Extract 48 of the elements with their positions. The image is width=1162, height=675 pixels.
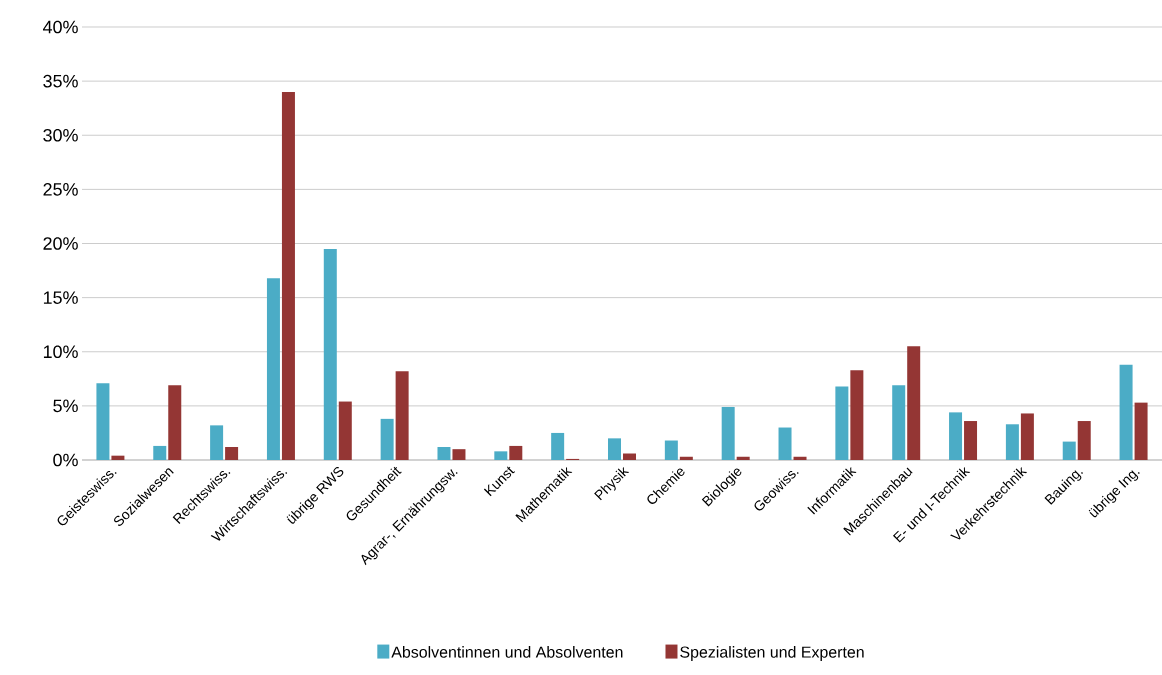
bar bbox=[949, 412, 963, 460]
y-tick-label: 0% bbox=[53, 453, 78, 467]
bar bbox=[778, 427, 792, 460]
bar bbox=[338, 401, 352, 460]
bar bbox=[395, 371, 409, 460]
bar bbox=[793, 456, 807, 460]
bar bbox=[380, 418, 394, 460]
bar bbox=[494, 451, 508, 460]
bar bbox=[1077, 421, 1091, 460]
bar bbox=[850, 370, 864, 460]
bar bbox=[509, 445, 523, 460]
bar bbox=[736, 456, 750, 460]
y-tick-label: 25% bbox=[43, 183, 78, 196]
bar bbox=[1119, 364, 1133, 460]
bar bbox=[1134, 402, 1148, 460]
bar bbox=[225, 447, 239, 460]
bar bbox=[323, 248, 337, 460]
bar bbox=[153, 445, 167, 460]
legend-label: Absolventinnen und Absolventen bbox=[391, 646, 623, 658]
y-tick-label: 35% bbox=[43, 74, 78, 88]
bar bbox=[1005, 424, 1019, 460]
bar bbox=[452, 449, 466, 460]
bar bbox=[964, 421, 978, 460]
bar bbox=[111, 455, 125, 460]
bar bbox=[721, 406, 735, 460]
y-tick-label: 10% bbox=[43, 345, 78, 359]
y-tick-label: 15% bbox=[43, 291, 78, 304]
bar bbox=[608, 438, 621, 460]
bar bbox=[96, 383, 110, 460]
bar bbox=[835, 386, 849, 460]
bar bbox=[437, 447, 451, 460]
bar bbox=[622, 453, 636, 460]
y-tick-label: 30% bbox=[43, 128, 78, 142]
bar bbox=[210, 425, 224, 460]
bar bbox=[1020, 413, 1034, 460]
bar bbox=[664, 440, 678, 460]
bar bbox=[551, 432, 565, 460]
bar bbox=[679, 456, 693, 460]
bar bbox=[168, 385, 182, 460]
bar bbox=[907, 346, 921, 460]
bar bbox=[281, 91, 295, 460]
bar bbox=[266, 278, 280, 460]
legend-label: Spezialisten und Experten bbox=[680, 646, 864, 661]
bar bbox=[892, 385, 906, 460]
y-tick-label: 5% bbox=[53, 399, 78, 413]
y-tick-label: 40% bbox=[42, 20, 78, 34]
bar bbox=[1062, 441, 1076, 460]
y-tick-label: 20% bbox=[43, 237, 78, 250]
